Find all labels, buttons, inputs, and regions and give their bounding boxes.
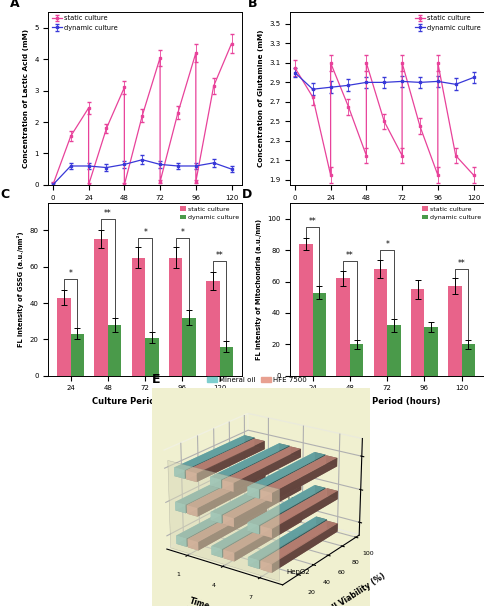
Bar [313,293,326,376]
Bar [108,325,121,376]
Legend: static culture, dynamic culture: static culture, dynamic culture [52,16,118,31]
Bar [374,269,387,376]
Bar [182,318,196,376]
Bar [448,286,462,376]
Text: *: * [181,228,184,237]
Text: D: D [242,188,252,201]
Bar [299,244,313,376]
Bar [94,239,108,376]
Bar [57,298,71,376]
X-axis label: Culture Period (hours): Culture Period (hours) [334,206,440,215]
Bar [411,290,424,376]
Bar [71,334,84,376]
Text: **: ** [104,210,112,218]
Text: *: * [143,228,147,237]
Text: A: A [10,0,19,10]
Bar [145,338,159,376]
Text: **: ** [346,251,354,261]
Bar [206,281,220,376]
X-axis label: Culture Period (hours): Culture Period (hours) [334,397,440,406]
Text: *: * [385,241,389,249]
Y-axis label: FL intensity of GSSG (a.u./nm²): FL intensity of GSSG (a.u./nm²) [17,231,24,347]
Text: **: ** [458,259,466,268]
Bar [424,327,438,376]
Text: *: * [69,270,73,279]
Bar [132,258,145,376]
Bar [169,258,182,376]
Bar [220,347,233,376]
Legend: static culture, dynamic culture: static culture, dynamic culture [180,206,239,220]
Legend: Mineral oil, HFE 7500: Mineral oil, HFE 7500 [204,374,310,385]
Text: E: E [152,373,161,387]
X-axis label: Time
(Days): Time (Days) [182,596,215,606]
Y-axis label: FL intensity of Mitochondria (a.u./nm): FL intensity of Mitochondria (a.u./nm) [256,219,262,360]
Text: C: C [0,188,9,201]
Bar [350,344,363,376]
Bar [336,278,350,376]
X-axis label: Culture Period (hours): Culture Period (hours) [92,397,198,406]
Legend: static culture, dynamic culture: static culture, dynamic culture [415,16,481,31]
X-axis label: Culture Period (hours): Culture Period (hours) [92,206,198,215]
Text: **: ** [309,217,317,226]
Y-axis label: Cell Viability (%): Cell Viability (%) [322,571,387,606]
Text: **: ** [216,251,224,261]
Bar [462,344,475,376]
Text: B: B [248,0,257,10]
Y-axis label: Concentration of Glutamine (mM): Concentration of Glutamine (mM) [258,30,264,167]
Y-axis label: Concentration of Lactic Acid (mM): Concentration of Lactic Acid (mM) [23,29,29,168]
Legend: static culture, dynamic culture: static culture, dynamic culture [422,206,481,220]
Bar [387,325,401,376]
